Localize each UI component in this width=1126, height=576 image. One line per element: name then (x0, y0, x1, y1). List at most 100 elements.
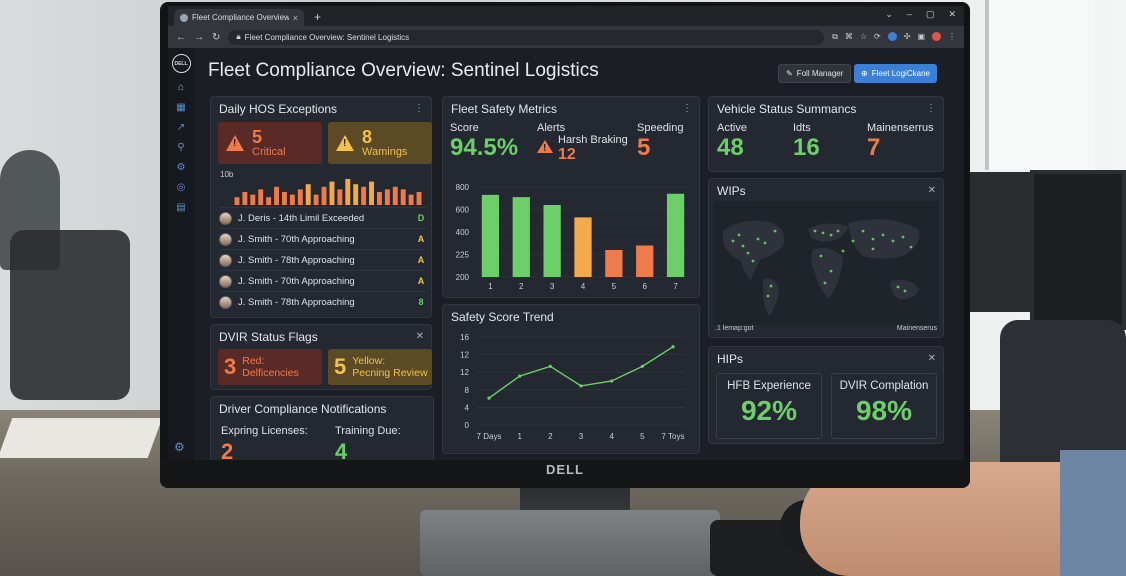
card-menu-icon[interactable]: ⋮ (926, 103, 936, 114)
driver-row-flag: A (417, 234, 425, 244)
mini-bar (266, 197, 272, 205)
bar (543, 205, 561, 277)
mini-bar (313, 194, 319, 205)
extension-icon[interactable]: ⟳ (874, 32, 881, 41)
maintenance-vehicles[interactable]: Mainenserrus 7 (867, 122, 934, 162)
driver-row[interactable]: J. Smith - 78th Approaching 8 (219, 291, 427, 312)
vehicle-dot (829, 233, 833, 237)
grid-icon[interactable]: ▦ (176, 102, 186, 113)
puzzle-icon[interactable]: ✣ (903, 32, 911, 41)
world-map[interactable] (713, 201, 939, 325)
kpi-card: HIPs ✕ HFB Experience 92% DVIR Complatio… (708, 346, 944, 444)
edit-icon: ✎ (786, 69, 793, 78)
tab-close-icon[interactable]: × (292, 12, 298, 23)
chevron-down-icon[interactable]: ⌄ (885, 9, 893, 19)
gear-icon[interactable]: ⚙ (176, 162, 186, 173)
driver-row[interactable]: J. Smith - 70th Approaching A (219, 270, 427, 291)
yellow-review-box[interactable]: 5 Yellow: Pecning Review (328, 349, 432, 385)
bar-y-tick-label: 600 (456, 206, 470, 215)
org-icon[interactable]: ⚲ (177, 142, 185, 153)
card-menu-icon[interactable]: ⋮ (682, 103, 692, 114)
manager-button[interactable]: ✎ Foll Manager (778, 64, 852, 83)
tab-title: Fleet Compliance Overview - Sentin (192, 13, 289, 22)
driver-row[interactable]: J. Smith - 70th Approaching A (219, 228, 427, 249)
trend-point (610, 379, 614, 383)
background-chair (10, 230, 130, 400)
vehicle-dot (903, 289, 907, 293)
vehicle-dot (741, 244, 745, 248)
card-title: DVIR Status Flags (219, 330, 318, 344)
vehicle-dot (821, 231, 825, 235)
fleet-safety-metrics-card: Fleet Safety Metrics ⋮ Score 94.5% Alert… (442, 96, 700, 298)
close-icon[interactable]: ✕ (927, 353, 936, 364)
sidepanel-icon[interactable]: ▣ (917, 32, 925, 41)
close-icon[interactable]: ✕ (948, 9, 956, 19)
forward-icon[interactable]: → (194, 31, 204, 43)
bar-x-tick-label: 5 (612, 282, 617, 291)
bookmark-star-icon[interactable]: ☆ (859, 32, 868, 41)
mini-bar (377, 192, 382, 205)
red-deficiencies-box[interactable]: 3 Red: Delficencies (218, 349, 322, 385)
trend-point (579, 384, 583, 388)
idle-vehicles[interactable]: Idts 16 (793, 122, 820, 162)
extension-blue-icon[interactable] (887, 32, 897, 41)
vehicle-dot (871, 237, 875, 241)
hfb-experience-kpi[interactable]: HFB Experience 92% (716, 373, 822, 439)
card-menu-icon[interactable]: ⋮ (414, 103, 424, 114)
screen: Fleet Compliance Overview - Sentin × + ⌄… (168, 6, 964, 460)
reload-icon[interactable]: ↻ (212, 31, 221, 43)
hos-exceptions-card: Daily HOS Exceptions ⋮ 5 Critical 8 Wami… (210, 96, 432, 318)
warning-alert-box[interactable]: 8 Wamings (328, 122, 432, 164)
target-icon[interactable]: ◎ (176, 182, 186, 193)
browser-tab[interactable]: Fleet Compliance Overview - Sentin × (174, 9, 304, 26)
line-x-tick-label: 3 (579, 432, 584, 441)
profile-avatar[interactable] (932, 32, 941, 41)
back-icon[interactable]: ← (176, 31, 186, 43)
mini-bar (250, 194, 256, 205)
vehicle-dot (746, 251, 750, 255)
training-due[interactable]: Training Due: 4 (335, 425, 401, 460)
minimize-icon[interactable]: – (906, 9, 912, 19)
user-sleeve (1060, 450, 1126, 576)
settings-icon[interactable]: ⚙ (174, 440, 185, 454)
mini-bar (369, 181, 374, 205)
dvir-completion-kpi[interactable]: DVIR Complation 98% (831, 373, 937, 439)
hos-mini-bar-chart (234, 179, 422, 205)
driver-exception-list: J. Deris - 14th Limil Exceeded D J. Smith … (219, 207, 427, 312)
critical-label: Critical (252, 146, 286, 158)
menu-kebab-icon[interactable]: ⋮ (948, 32, 956, 41)
home-icon[interactable]: ⌂ (177, 82, 185, 93)
close-icon[interactable]: ✕ (927, 185, 936, 196)
vehicle-map-card: WIPs ✕ .1 lemap:ɡot Mainenserus (708, 178, 944, 338)
bar-y-tick-label: 200 (456, 273, 470, 282)
avatar (219, 211, 232, 225)
list-icon[interactable]: ▤ (176, 202, 186, 213)
vehicle-dot (823, 281, 827, 285)
driver-row[interactable]: J. Deris - 14th Limil Exceeded D (219, 207, 427, 228)
maximize-icon[interactable]: ▢ (925, 9, 935, 19)
alerts-value: 12 (558, 146, 576, 163)
warning-count: 8 (362, 127, 373, 147)
mini-bar (274, 186, 279, 205)
translate-icon[interactable]: ⌘ (844, 32, 853, 41)
new-tab-button[interactable]: + (314, 10, 322, 24)
driver-row-text: J. Smith - 70th Approaching (238, 275, 355, 287)
chart-icon[interactable]: ↗ (176, 122, 186, 133)
critical-alert-box[interactable]: 5 Critical (218, 122, 322, 164)
expiring-licenses[interactable]: Expring Licenses: 2 (221, 425, 308, 460)
fleet-logi-button[interactable]: ⊕ Fleet LogiCkane (854, 64, 937, 83)
alerts-label: Alerts (537, 122, 566, 134)
idle-label: Idts (793, 122, 811, 134)
address-bar[interactable]: 🔒︎ Fleet Compliance Overview: Sentinel L… (228, 29, 825, 45)
active-vehicles[interactable]: Active 48 (717, 122, 747, 162)
vehicle-dot (756, 237, 760, 241)
close-icon[interactable]: ✕ (415, 331, 424, 342)
page-title: Fleet Compliance Overview: Sentinel Logi… (208, 60, 599, 81)
brand-logo[interactable]: DELL (171, 54, 191, 73)
card-title: Fleet Safety Metrics (451, 102, 558, 116)
desk-paper (0, 418, 163, 458)
driver-row[interactable]: J. Smith - 78th Approaching A (219, 249, 427, 270)
window-controls: ⌄ – ▢ ✕ (885, 9, 956, 20)
cast-icon[interactable]: ⧉ (832, 32, 838, 41)
mini-bar (361, 186, 367, 205)
